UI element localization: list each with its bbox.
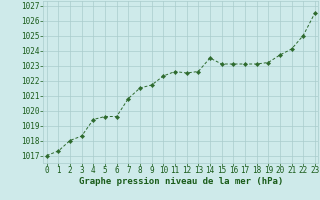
X-axis label: Graphe pression niveau de la mer (hPa): Graphe pression niveau de la mer (hPa) bbox=[79, 177, 283, 186]
